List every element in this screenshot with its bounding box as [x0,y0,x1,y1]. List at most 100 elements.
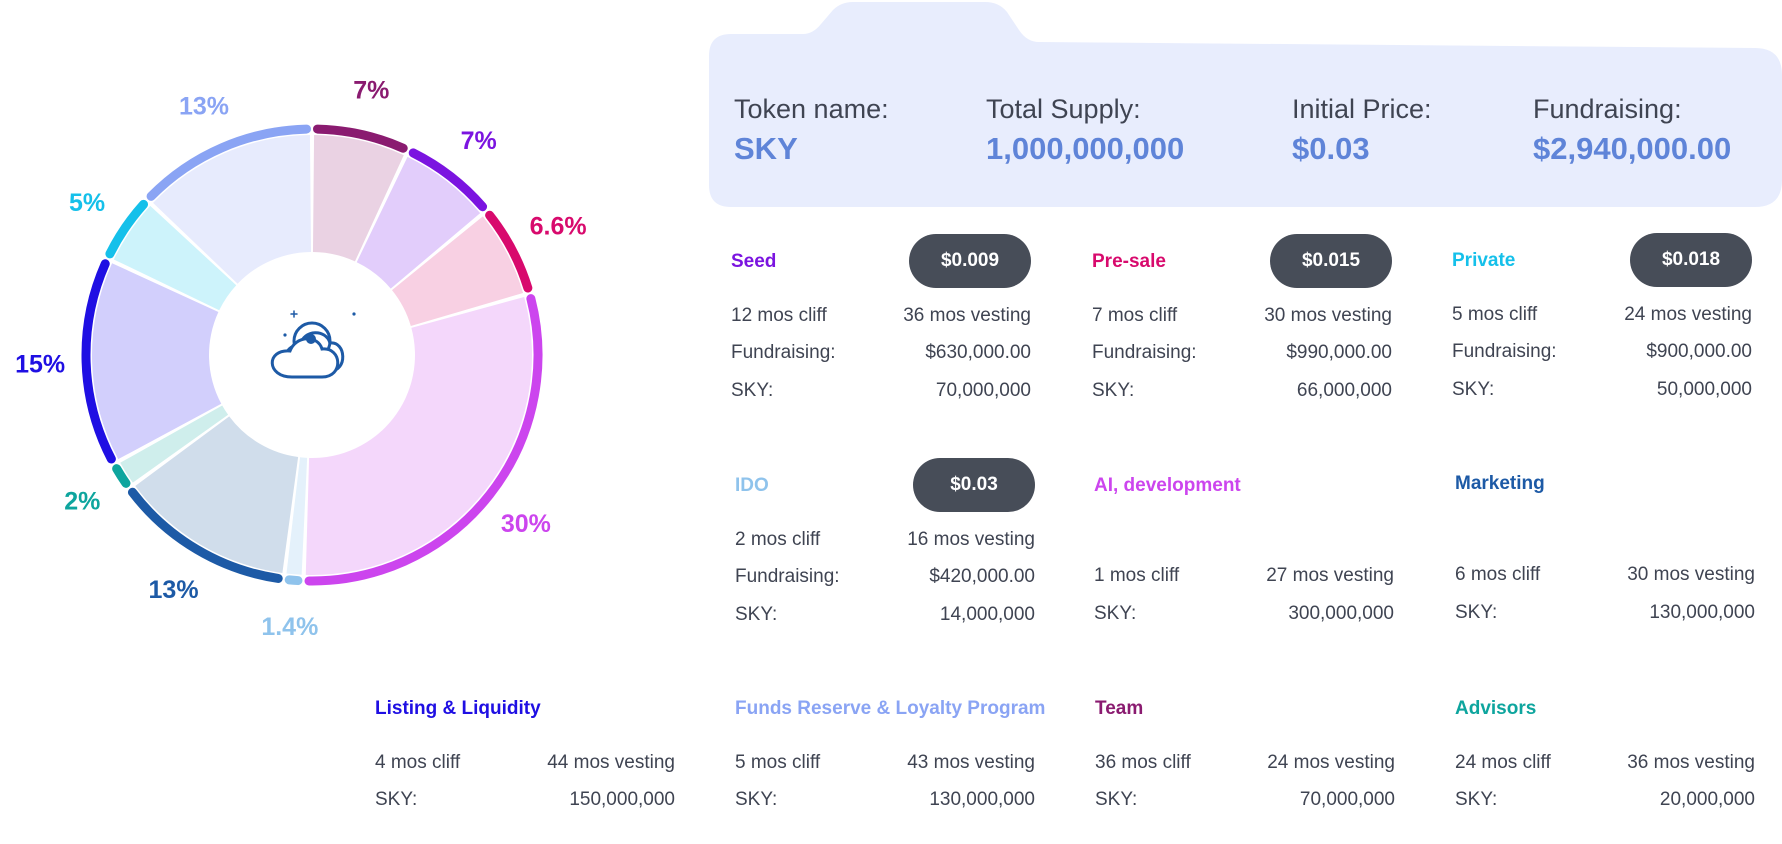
donut-slice-0 [312,135,404,262]
cliff-vesting-row: 2 mos cliff 16 mos vesting [735,527,1035,553]
fundraising-value: $990,000.00 [1286,342,1392,363]
vesting-value: 16 mos vesting [907,529,1035,550]
header-field-total-supply: Total Supply: 1,000,000,000 [986,92,1184,170]
sky-label: SKY: [1455,602,1498,623]
donut-slice-4 [286,457,308,575]
allocation-seed: Seed $0.009 12 mos cliff 36 mos vesting F… [731,234,1031,420]
sky-row: SKY: 300,000,000 [1094,601,1394,627]
cliff-vesting-row: 12 mos cliff 36 mos vesting [731,303,1031,329]
price-badge: $0.018 [1630,233,1752,287]
fundraising-row: Fundraising: $420,000.00 [735,564,1035,590]
header-field-initial-price: Initial Price: $0.03 [1292,92,1432,170]
allocation-ai-development: AI, development 1 mos cliff 27 mos vestin… [1094,474,1394,644]
donut-slice-label-6: 2% [64,488,100,516]
token-summary-card: Token name: SKY Total Supply: 1,000,000,… [709,0,1782,215]
cliff-value: 36 mos cliff [1095,752,1191,773]
cliff-value: 6 mos cliff [1455,564,1541,585]
cliff-value: 2 mos cliff [735,529,821,550]
allocation-name: Pre-sale [1092,251,1166,272]
sky-row: SKY: 66,000,000 [1092,378,1392,404]
sky-value: 50,000,000 [1656,379,1752,400]
donut-slice-edge-1 [408,148,488,212]
vesting-value: 36 mos vesting [1627,752,1755,773]
sky-row: SKY: 50,000,000 [1452,377,1752,403]
sky-value: 130,000,000 [1649,602,1755,623]
donut-slice-edge-8 [105,199,149,259]
header-field-token-name: Token name: SKY [734,92,889,170]
cliff-vesting-row: 4 mos cliff 44 mos vesting [375,750,675,776]
sky-row: SKY: 130,000,000 [1455,600,1755,626]
donut-slice-label-9: 13% [179,92,229,120]
donut-slice-label-7: 15% [15,351,65,379]
allocation-listing-liquidity: Listing & Liquidity 4 mos cliff 44 mos ve… [375,697,675,817]
cliff-vesting-row: 1 mos cliff 27 mos vesting [1094,563,1394,589]
allocation-name: Advisors [1455,698,1537,719]
allocation-ido: IDO $0.03 2 mos cliff 16 mos vesting Fund… [735,458,1035,644]
sky-label: SKY: [1455,789,1498,810]
fundraising-value: $630,000.00 [925,342,1031,363]
fundraising-label: Fundraising: [1092,342,1197,363]
cliff-vesting-row: 5 mos cliff 43 mos vesting [735,750,1035,776]
cliff-vesting-row: 5 mos cliff 24 mos vesting [1452,302,1752,328]
fundraising-label: Fundraising: [731,342,836,363]
fundraising-row: Fundraising: $900,000.00 [1452,339,1752,365]
allocation-funds-reserve: Funds Reserve & Loyalty Program 5 mos cl… [735,697,1045,817]
donut-slice-edge-4 [284,575,303,586]
allocation-pre-sale: Pre-sale $0.015 7 mos cliff 30 mos vestin… [1092,234,1392,420]
sky-value: 130,000,000 [929,789,1035,810]
donut-slice-label-8: 5% [69,189,105,217]
cliff-vesting-row: 24 mos cliff 36 mos vesting [1455,750,1755,776]
sky-label: SKY: [1452,379,1495,400]
vesting-value: 44 mos vesting [547,752,675,773]
donut-slice-edge-9 [146,124,311,201]
allocation-marketing: Marketing 6 mos cliff 30 mos vesting SKY:… [1455,472,1755,642]
sky-label: SKY: [1094,603,1137,624]
donut-slice-9 [153,135,312,284]
vesting-value: 24 mos vesting [1624,304,1752,325]
vesting-value: 30 mos vesting [1264,305,1392,326]
price-badge: $0.015 [1270,234,1392,288]
allocation-name: Funds Reserve & Loyalty Program [735,698,1046,719]
donut-slice-8 [113,205,237,311]
donut-slice-edge-6 [112,464,131,488]
vesting-value: 36 mos vesting [903,305,1031,326]
allocation-private: Private $0.018 5 mos cliff 24 mos vesting… [1452,233,1752,419]
cliff-vesting-row: 7 mos cliff 30 mos vesting [1092,303,1392,329]
price-badge: $0.009 [909,234,1031,288]
cliff-value: 4 mos cliff [375,752,461,773]
donut-slice-6 [120,405,229,483]
header-label: Initial Price: [1292,94,1432,124]
sky-value: 150,000,000 [569,789,675,810]
allocation-donut-chart: 7% 7% 6.6% 30% 1.4% 13% 2% 15% 5% 13% [15,77,587,642]
header-value: $2,940,000.00 [1533,131,1732,166]
allocation-name: AI, development [1094,475,1241,496]
allocation-name: Listing & Liquidity [375,698,541,719]
donut-slice-label-3: 30% [501,510,551,538]
fundraising-label: Fundraising: [735,566,840,587]
donut-slice-label-2: 6.6% [530,213,587,241]
cliff-vesting-row: 6 mos cliff 30 mos vesting [1455,562,1755,588]
vesting-value: 27 mos vesting [1266,565,1394,586]
donut-slice-2 [391,216,524,326]
donut-slice-label-1: 7% [461,127,497,155]
donut-slice-3 [305,296,532,575]
allocation-team: Team 36 mos cliff 24 mos vesting SKY: 70,0… [1095,697,1395,817]
allocation-name: IDO [735,475,769,496]
fundraising-value: $900,000.00 [1646,341,1752,362]
header-card-shape [709,2,1782,207]
sky-label: SKY: [1095,789,1138,810]
cliff-value: 5 mos cliff [1452,304,1538,325]
sky-row: SKY: 14,000,000 [735,602,1035,628]
cliff-value: 1 mos cliff [1094,565,1180,586]
header-value: SKY [734,131,798,166]
fundraising-label: Fundraising: [1452,341,1557,362]
allocation-name: Marketing [1455,473,1545,494]
cliff-value: 24 mos cliff [1455,752,1551,773]
header-label: Fundraising: [1533,94,1682,124]
sky-label: SKY: [375,789,418,810]
sky-label: SKY: [735,789,778,810]
allocation-name: Private [1452,250,1516,271]
header-label: Total Supply: [986,94,1141,124]
cliff-vesting-row: 36 mos cliff 24 mos vesting [1095,750,1395,776]
donut-slice-edge-0 [313,124,408,153]
